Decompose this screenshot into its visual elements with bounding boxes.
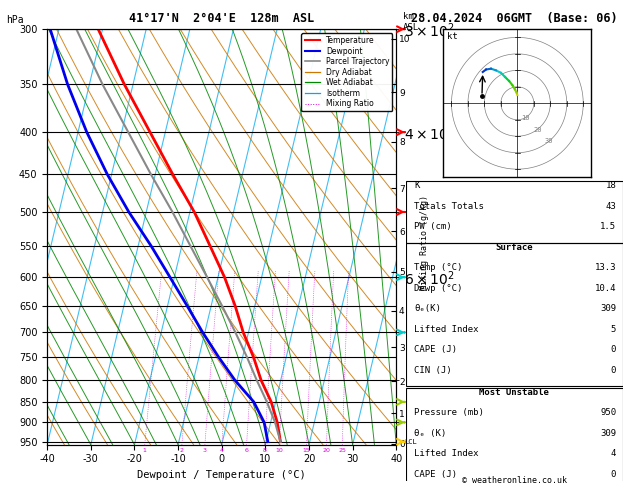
Text: 43: 43 (606, 202, 616, 211)
Text: Mixing Ratio (g/kg): Mixing Ratio (g/kg) (420, 195, 429, 291)
Text: Surface: Surface (496, 243, 533, 252)
Text: Temp (°C): Temp (°C) (415, 263, 463, 272)
Text: 5: 5 (611, 325, 616, 334)
Text: 3: 3 (203, 448, 207, 452)
Text: 0: 0 (611, 469, 616, 479)
Text: 0: 0 (611, 366, 616, 375)
Text: Lifted Index: Lifted Index (415, 449, 479, 458)
Text: hPa: hPa (6, 15, 24, 25)
Text: Most Unstable: Most Unstable (479, 388, 549, 397)
Text: θₑ (K): θₑ (K) (415, 429, 447, 438)
Text: CAPE (J): CAPE (J) (415, 345, 457, 354)
Bar (406, 181, 623, 243)
Text: 30: 30 (545, 138, 554, 144)
Text: 309: 309 (600, 304, 616, 313)
Text: 2: 2 (180, 448, 184, 452)
Text: Totals Totals: Totals Totals (415, 202, 484, 211)
X-axis label: Dewpoint / Temperature (°C): Dewpoint / Temperature (°C) (137, 470, 306, 480)
Text: 4: 4 (220, 448, 224, 452)
Text: K: K (415, 181, 420, 191)
Text: Lifted Index: Lifted Index (415, 325, 479, 334)
Text: PW (cm): PW (cm) (415, 222, 452, 231)
Text: 309: 309 (600, 429, 616, 438)
Text: 28.04.2024  06GMT  (Base: 06): 28.04.2024 06GMT (Base: 06) (411, 12, 618, 25)
Text: 0: 0 (611, 345, 616, 354)
Bar (406, 388, 623, 486)
Text: 10: 10 (521, 115, 530, 121)
Text: θₑ(K): θₑ(K) (415, 304, 442, 313)
Text: Pressure (mb): Pressure (mb) (415, 408, 484, 417)
Text: 25: 25 (338, 448, 346, 452)
Text: CAPE (J): CAPE (J) (415, 469, 457, 479)
Text: 20: 20 (533, 126, 542, 133)
Legend: Temperature, Dewpoint, Parcel Trajectory, Dry Adiabat, Wet Adiabat, Isotherm, Mi: Temperature, Dewpoint, Parcel Trajectory… (301, 33, 392, 111)
Text: 4: 4 (611, 449, 616, 458)
Text: 10: 10 (276, 448, 283, 452)
Text: km
ASL: km ASL (403, 12, 419, 32)
Text: 950: 950 (600, 408, 616, 417)
Text: 13.3: 13.3 (594, 263, 616, 272)
Text: © weatheronline.co.uk: © weatheronline.co.uk (462, 476, 567, 485)
Text: 15: 15 (303, 448, 310, 452)
Text: 10.4: 10.4 (594, 284, 616, 293)
Text: 8: 8 (263, 448, 267, 452)
Text: 1.5: 1.5 (600, 222, 616, 231)
Text: CIN (J): CIN (J) (415, 366, 452, 375)
Text: kt: kt (447, 33, 457, 41)
Text: 41°17'N  2°04'E  128m  ASL: 41°17'N 2°04'E 128m ASL (129, 12, 314, 25)
Bar (406, 243, 623, 386)
Text: 1: 1 (143, 448, 147, 452)
Text: 20: 20 (323, 448, 330, 452)
Text: Dewp (°C): Dewp (°C) (415, 284, 463, 293)
Text: 18: 18 (606, 181, 616, 191)
Text: LCL: LCL (404, 439, 417, 445)
Text: 6: 6 (245, 448, 248, 452)
